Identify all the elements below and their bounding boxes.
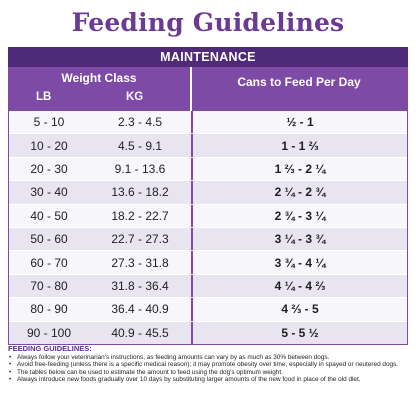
kg-cell: 36.4 - 40.9	[111, 302, 169, 317]
table-header: Weight Class LB KG Cans to Feed Per Day	[8, 67, 408, 111]
lb-cell: 80 - 90	[30, 302, 68, 317]
table-row: 50 - 60 22.7 - 27.3 3 ¼ - 3 ¾	[9, 226, 407, 251]
page-title: Feeding Guidelines	[71, 8, 345, 37]
note-item: Avoid free-feeding (unless there is a sp…	[9, 361, 408, 369]
cans-cell: 3 ¾ - 4 ¼	[191, 251, 407, 274]
table-row: 30 - 40 13.6 - 18.2 2 ¼ - 2 ¾	[9, 180, 407, 204]
table-row: 60 - 70 27.3 - 31.8 3 ¾ - 4 ¼	[9, 250, 407, 274]
lb-cell: 10 - 20	[30, 138, 68, 153]
table-row: 20 - 30 9.1 - 13.6 1 ⅔ - 2 ¼	[9, 156, 407, 181]
feeding-table: MAINTENANCE Weight Class LB KG Cans to F…	[8, 47, 408, 345]
kg-cell: 13.6 - 18.2	[111, 185, 169, 200]
cans-cell: 2 ¾ - 3 ¼	[191, 204, 407, 227]
kg-cell: 40.9 - 45.5	[111, 325, 169, 340]
table-row: 40 - 50 18.2 - 22.7 2 ¾ - 3 ¼	[9, 203, 407, 227]
header-divider	[190, 67, 192, 111]
table-row: 80 - 90 36.4 - 40.9 4 ⅔ - 5	[9, 297, 407, 321]
lb-cell: 30 - 40	[30, 185, 68, 200]
cans-cell: 1 - 1 ⅔	[191, 134, 407, 157]
kg-cell: 4.5 - 9.1	[117, 138, 163, 153]
kg-header: KG	[126, 91, 144, 103]
lb-header: LB	[36, 91, 52, 103]
lb-cell: 90 - 100	[26, 325, 72, 340]
cans-cell: 4 ⅔ - 5	[191, 298, 407, 321]
kg-cell: 18.2 - 22.7	[111, 208, 169, 223]
kg-cell: 27.3 - 31.8	[111, 255, 169, 270]
notes-title: FEEDING GUIDELINES:	[8, 344, 92, 353]
note-item: The tables below can be used to estimate…	[9, 369, 408, 377]
cans-cell: 4 ¼ - 4 ⅔	[191, 274, 407, 298]
weight-class-header: Weight Class	[61, 71, 137, 85]
notes-list: Always follow your veterinarian's instru…	[8, 354, 408, 384]
note-item: Always follow your veterinarian's instru…	[9, 354, 408, 362]
cans-cell: 1 ⅔ - 2 ¼	[191, 157, 407, 181]
table-body: 5 - 10 2.3 - 4.5 ½ - 1 10 - 20 4.5 - 9.1…	[8, 111, 408, 345]
feeding-notes: FEEDING GUIDELINES: Always follow your v…	[8, 345, 408, 384]
cans-header: Cans to Feed Per Day	[237, 75, 361, 89]
lb-cell: 60 - 70	[30, 255, 68, 270]
lb-cell: 70 - 80	[30, 278, 68, 293]
cans-cell: ½ - 1	[191, 111, 407, 134]
table-row: 70 - 80 31.8 - 36.4 4 ¼ - 4 ⅔	[9, 273, 407, 298]
kg-cell: 9.1 - 13.6	[114, 161, 166, 176]
lb-cell: 40 - 50	[30, 208, 68, 223]
table-row: 10 - 20 4.5 - 9.1 1 - 1 ⅔	[9, 133, 407, 157]
kg-cell: 22.7 - 27.3	[111, 232, 169, 247]
kg-cell: 31.8 - 36.4	[111, 278, 169, 293]
note-item: Always introduce new foods gradually ove…	[9, 376, 408, 384]
cans-cell: 2 ¼ - 2 ¾	[191, 181, 407, 204]
lb-cell: 5 - 10	[33, 115, 65, 130]
kg-cell: 2.3 - 4.5	[117, 115, 163, 130]
cans-cell: 3 ¼ - 3 ¾	[191, 227, 407, 251]
cans-cell: 5 - 5 ½	[191, 321, 407, 344]
lb-cell: 50 - 60	[30, 232, 68, 247]
section-header: MAINTENANCE	[8, 47, 408, 67]
lb-cell: 20 - 30	[30, 161, 68, 176]
table-row: 90 - 100 40.9 - 45.5 5 - 5 ½	[9, 320, 407, 344]
table-row: 5 - 10 2.3 - 4.5 ½ - 1	[9, 111, 407, 134]
